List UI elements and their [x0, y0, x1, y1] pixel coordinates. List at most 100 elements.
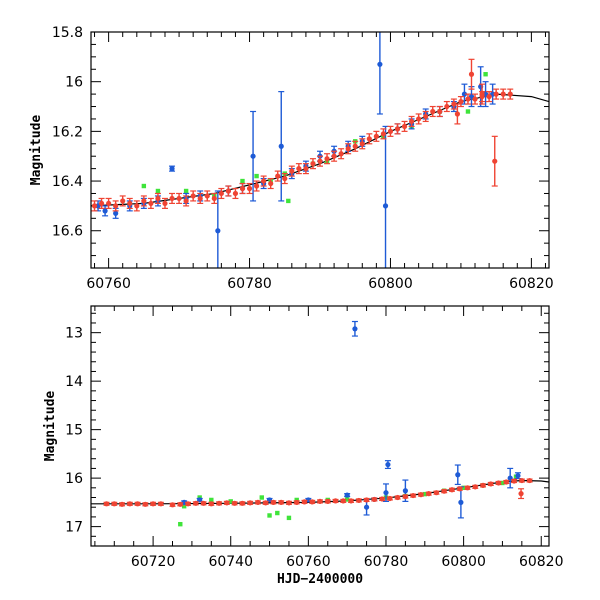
- bottom-y-axis-title: Magnitude: [43, 391, 58, 462]
- series-group: [91, 58, 514, 212]
- data-point: [282, 175, 288, 182]
- data-point: [270, 499, 277, 505]
- data-point: [345, 146, 351, 152]
- data-point: [344, 497, 350, 502]
- data-point: [150, 501, 156, 507]
- data-point: [383, 490, 389, 496]
- data-point: [486, 93, 492, 100]
- data-point: [451, 101, 457, 107]
- top-y-tick-labels: 15.8 16 16.2 16.4 16.6: [52, 25, 83, 240]
- bottom-plot-area: [91, 320, 549, 527]
- data-point: [385, 461, 391, 468]
- series-group: [178, 474, 519, 527]
- data-point: [177, 501, 183, 507]
- data-point: [216, 500, 222, 506]
- top-y-tick-label: 15.8: [52, 25, 83, 41]
- data-point: [301, 499, 308, 505]
- data-point: [197, 195, 203, 202]
- data-point: [387, 128, 394, 134]
- top-plot-area: [91, 32, 549, 268]
- bottom-plot-frame: [90, 305, 550, 547]
- data-point: [232, 500, 238, 506]
- data-point: [169, 166, 175, 172]
- data-point: [250, 153, 256, 159]
- bottom-axis-ticks: [91, 306, 549, 547]
- data-point: [465, 96, 471, 102]
- data-point: [102, 208, 108, 214]
- data-point: [363, 497, 370, 503]
- data-point: [331, 153, 337, 159]
- data-point: [278, 143, 284, 149]
- data-point: [418, 492, 424, 498]
- data-point: [325, 498, 331, 504]
- data-point: [261, 178, 267, 184]
- data-point: [332, 498, 339, 504]
- data-point: [91, 203, 98, 209]
- data-point: [394, 126, 401, 132]
- data-point: [366, 136, 372, 142]
- bottom-x-tick-label: 60820: [519, 554, 564, 570]
- top-x-tick-label: 60760: [86, 276, 131, 292]
- data-point: [526, 477, 533, 484]
- data-point: [228, 499, 233, 504]
- data-point: [190, 193, 196, 199]
- bottom-x-axis-title: HJD−2400000: [277, 572, 363, 587]
- data-point: [402, 493, 408, 500]
- data-point: [193, 500, 199, 506]
- bottom-x-tick-label: 60780: [364, 554, 409, 570]
- bottom-x-tick-label: 60740: [208, 554, 253, 570]
- data-point: [127, 501, 133, 507]
- data-point: [441, 488, 447, 494]
- data-point: [518, 491, 524, 497]
- bottom-y-tick-label: 13: [65, 326, 83, 342]
- data-point: [218, 190, 224, 197]
- data-point: [430, 108, 436, 115]
- bottom-y-tick-label: 14: [65, 374, 83, 390]
- data-point: [162, 200, 168, 207]
- data-point: [113, 210, 119, 216]
- top-axis-ticks: [91, 31, 549, 269]
- data-point: [402, 488, 408, 494]
- data-point: [275, 510, 280, 516]
- bottom-x-tick-label: 60760: [286, 554, 331, 570]
- data-point: [204, 193, 210, 199]
- top-y-axis-title: Magnitude: [29, 115, 44, 186]
- data-point: [444, 103, 450, 110]
- data-point: [379, 496, 385, 502]
- data-point: [148, 200, 154, 207]
- data-point: [488, 481, 494, 487]
- data-point: [437, 108, 443, 115]
- data-point: [377, 61, 383, 67]
- data-point: [224, 500, 230, 506]
- data-point: [457, 486, 463, 492]
- data-point: [493, 91, 499, 97]
- data-point: [309, 499, 315, 505]
- top-y-tick-label: 16.2: [52, 124, 83, 140]
- data-point: [387, 495, 393, 502]
- data-point: [267, 513, 272, 518]
- data-point: [359, 141, 365, 147]
- top-plot-frame: [90, 31, 550, 269]
- data-point: [352, 143, 358, 149]
- data-point: [356, 497, 362, 504]
- data-point: [515, 473, 521, 479]
- data-point: [215, 228, 221, 234]
- data-point: [294, 499, 300, 505]
- data-point: [253, 183, 260, 189]
- data-point: [286, 198, 291, 204]
- data-point: [324, 156, 330, 162]
- series-group: [103, 477, 533, 508]
- data-point: [183, 198, 189, 204]
- top-y-tick-label: 16.4: [52, 174, 83, 190]
- data-point: [423, 113, 429, 120]
- top-panel: Magnitude 60760 60780 60800 60820 15.8 1…: [29, 25, 554, 292]
- data-point: [507, 91, 513, 97]
- data-point: [401, 123, 408, 129]
- data-point: [254, 173, 259, 179]
- data-point: [141, 198, 147, 204]
- data-point: [239, 500, 245, 506]
- data-point: [225, 188, 231, 194]
- data-point: [185, 501, 191, 507]
- data-point: [106, 200, 112, 207]
- data-point: [317, 158, 323, 164]
